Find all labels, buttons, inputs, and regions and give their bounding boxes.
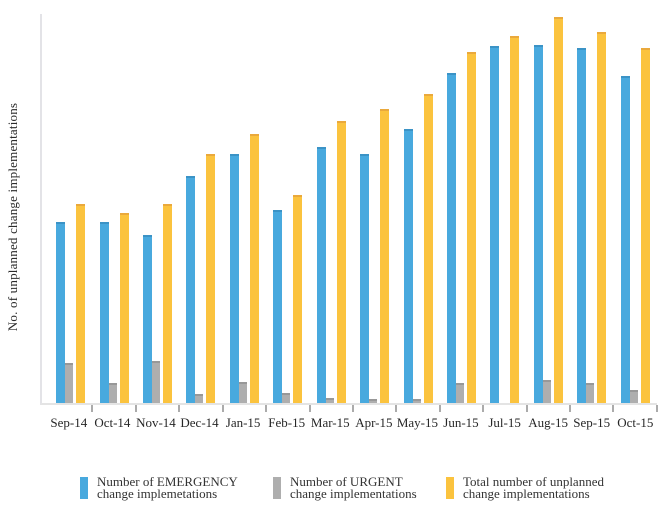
bar-total-aug-15 [553,17,563,403]
month-group-dec-14 [179,14,224,412]
bar-total-jan-15 [249,133,259,403]
bar-emergency-feb-15 [273,210,283,403]
x-axis-tick [178,405,181,412]
bar-urgent-jan-15 [238,381,247,403]
x-axis-tick [351,405,354,412]
plot-area [40,14,658,412]
bar-total-nov-14 [163,204,173,403]
x-axis-tick [525,405,528,412]
month-group-may-15 [396,14,441,412]
x-axis-tick [134,405,137,412]
legend-item-emergency: Number of EMERGENCY change implemetations [80,474,238,499]
bar-emergency-oct-15 [620,76,630,403]
x-axis-tick [308,405,311,412]
x-axis-label-jul-15: Jul-15 [488,415,521,430]
bar-emergency-jun-15 [447,72,456,403]
x-axis-tick [221,405,224,412]
bar-total-sep-15 [597,32,607,403]
bar-urgent-sep-15 [586,382,595,403]
bar-urgent-may-15 [412,398,421,403]
month-group-oct-14 [92,14,137,412]
month-group-jan-15 [223,14,268,412]
bar-total-jun-15 [467,51,476,403]
x-axis-label-oct-15: Oct-15 [617,415,654,430]
y-axis-title: No. of unplanned change implementations [5,102,20,332]
x-axis-label-jan-15: Jan-15 [225,415,261,430]
chart-legend: Number of EMERGENCY change implemetations… [0,474,663,506]
bar-urgent-oct-15 [629,389,638,403]
x-axis-label-aug-15: Aug-15 [528,415,568,430]
x-axis-label-mar-15: Mar-15 [310,415,350,430]
bar-total-jul-15 [510,36,520,403]
legend-item-total: Total number of unplanned change implemen… [446,474,604,499]
x-axis-labels: Sep-14 Oct-14 Nov-14 Dec-14 Jan-15 Feb-15 Mar-… [47,415,657,431]
bar-urgent-sep-14 [65,362,74,403]
x-axis-tick [612,405,615,412]
bar-urgent-mar-15 [325,398,334,403]
legend-swatch-emergency [80,477,88,499]
bar-emergency-apr-15 [360,153,370,403]
bar-urgent-oct-14 [108,382,117,403]
bar-total-oct-14 [119,213,129,403]
bar-emergency-dec-14 [186,176,196,403]
month-group-apr-15 [353,14,398,412]
x-axis-tick [655,405,658,412]
x-axis-label-nov-14: Nov-14 [136,415,176,430]
bar-emergency-mar-15 [316,147,326,403]
x-axis-tick [438,405,441,412]
plot-bars [49,14,658,412]
bar-urgent-nov-14 [152,360,161,403]
month-group-nov-14 [136,14,181,412]
x-axis-label-feb-15: Feb-15 [268,415,306,430]
bar-urgent-jun-15 [456,382,464,403]
bar-urgent-apr-15 [369,398,378,403]
legend-swatch-urgent [273,477,281,499]
bar-emergency-nov-14 [143,235,153,403]
x-axis-tick [569,405,572,412]
bar-total-mar-15 [336,120,346,403]
legend-label-emergency: Number of EMERGENCY change implemetations [97,474,238,501]
bar-emergency-aug-15 [533,45,543,403]
x-axis-label-jun-15: Jun-15 [443,415,479,430]
x-axis-tick [482,405,485,412]
x-axis-label-oct-14: Oct-14 [94,415,131,430]
x-axis-tick [91,405,94,412]
legend-label-urgent: Number of URGENT change implementations [290,474,417,501]
x-axis-label-sep-14: Sep-14 [50,415,88,430]
x-axis-label-sep-15: Sep-15 [573,415,611,430]
bar-total-dec-14 [206,153,216,403]
legend-item-urgent: Number of URGENT change implementations [273,474,417,499]
bar-total-may-15 [423,93,433,403]
bar-emergency-jul-15 [490,45,500,403]
bar-emergency-sep-14 [56,222,66,403]
month-group-aug-15 [527,14,572,412]
legend-label-total: Total number of unplanned change implemen… [463,474,604,501]
x-axis-tick [395,405,398,412]
x-axis-tick [265,405,268,412]
bar-urgent-feb-15 [282,392,291,403]
bar-emergency-may-15 [403,128,413,403]
month-group-mar-15 [310,14,354,412]
month-group-jun-15 [440,14,485,412]
bar-emergency-sep-15 [577,47,587,403]
x-axis-label-may-15: May-15 [396,415,438,430]
bar-emergency-oct-14 [99,222,109,403]
bar-urgent-aug-15 [542,380,551,403]
legend-swatch-total [446,477,454,499]
month-group-jul-15 [483,14,528,412]
bar-total-apr-15 [380,108,390,403]
bar-total-oct-15 [640,47,650,403]
bar-total-sep-14 [76,204,86,403]
month-group-sep-15 [570,14,615,412]
month-group-sep-14 [49,14,94,412]
x-axis-label-dec-14: Dec-14 [180,415,219,430]
bar-emergency-jan-15 [229,153,239,403]
x-axis-label-apr-15: Apr-15 [355,415,393,430]
month-group-feb-15 [266,14,311,412]
month-group-oct-15 [613,14,658,412]
bar-total-feb-15 [293,195,303,403]
bar-urgent-dec-14 [195,394,204,403]
